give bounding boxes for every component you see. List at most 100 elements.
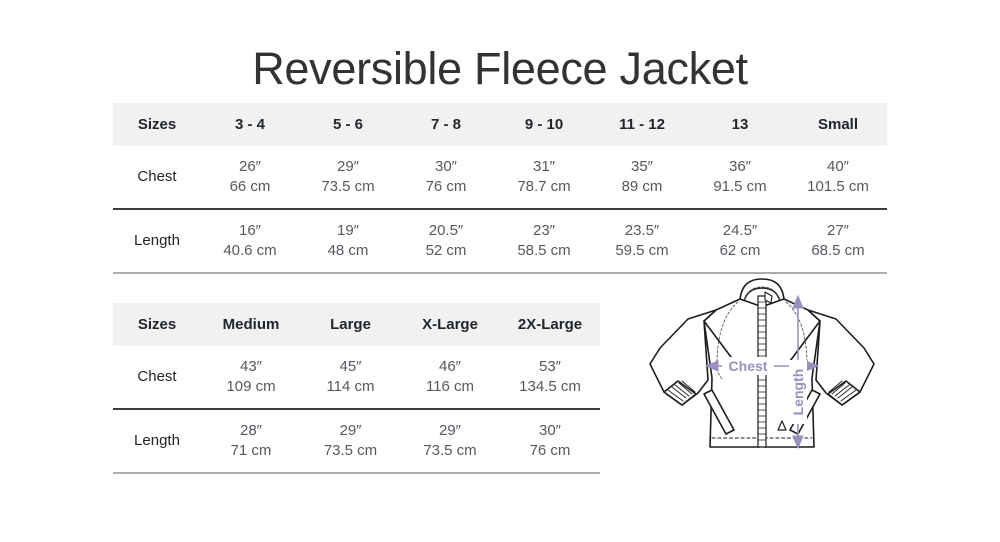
value-cm: 73.5 cm [423, 442, 477, 459]
cell-length-medium: 28″ 71 cm [201, 409, 301, 474]
jacket-left-raglan-stitch [716, 301, 739, 380]
value-inches: 20.5″ [428, 221, 464, 239]
value-inches: 26″ [239, 157, 261, 175]
column-header-size-x-large: X-Large [400, 303, 500, 346]
cell-length-3-4: 16″ 40.6 cm [201, 209, 299, 274]
cell-length-small: 27″ 68.5 cm [789, 209, 887, 274]
value-cm: 134.5 cm [519, 378, 581, 395]
value-inches: 45″ [339, 357, 362, 375]
cell-chest-13: 36″ 91.5 cm [691, 146, 789, 210]
table-row-length: Length 28″ 71 cm 29″ 73.5 cm 29″ 73.5 cm… [113, 409, 600, 474]
jacket-collar-inner-stitch [742, 286, 782, 304]
zipper-pull-tab [764, 291, 773, 304]
column-header-sizes: Sizes [113, 303, 201, 346]
value-inches: 29″ [337, 157, 359, 175]
cell-length-5-6: 19″ 48 cm [299, 209, 397, 274]
value-inches: 30″ [539, 421, 561, 439]
value-inches: 30″ [435, 157, 457, 175]
chest-arrow-head-left [704, 360, 719, 372]
cell-chest-small: 40″ 101.5 cm [789, 146, 887, 210]
value-inches: 46″ [439, 357, 461, 375]
value-cm: 40.6 cm [223, 242, 277, 259]
value-cm: 68.5 cm [811, 242, 865, 259]
zipper-teeth [757, 301, 767, 441]
row-label-length: Length [113, 409, 201, 474]
value-inches: 43″ [240, 357, 262, 375]
row-label-length: Length [113, 209, 201, 274]
size-table-kids-youth: Sizes 3 - 4 5 - 6 7 - 8 9 - 10 11 - 12 1… [113, 103, 887, 274]
value-cm: 52 cm [425, 242, 467, 259]
length-label-text: Length [790, 369, 806, 416]
cell-chest-3-4: 26″ 66 cm [201, 146, 299, 210]
value-cm: 62 cm [719, 242, 761, 259]
value-inches: 29″ [439, 421, 461, 439]
column-header-size-3-4: 3 - 4 [201, 103, 299, 146]
value-inches: 29″ [339, 421, 362, 439]
cell-chest-9-10: 31″ 78.7 cm [495, 146, 593, 210]
table-header-row: Sizes 3 - 4 5 - 6 7 - 8 9 - 10 11 - 12 1… [113, 103, 887, 146]
column-header-size-large: Large [301, 303, 400, 346]
cell-chest-11-12: 35″ 89 cm [593, 146, 691, 210]
cell-chest-x-large: 46″ 116 cm [400, 346, 500, 410]
hem-triangle-marker [777, 420, 787, 431]
value-cm: 73.5 cm [321, 178, 375, 195]
value-inches: 36″ [729, 157, 751, 175]
jacket-right-raglan-seam [789, 320, 821, 362]
value-cm: 109 cm [226, 378, 276, 395]
cell-chest-large: 45″ 114 cm [301, 346, 400, 410]
value-inches: 24.5″ [722, 221, 758, 239]
row-label-chest: Chest [113, 346, 201, 410]
value-inches: 40″ [827, 157, 849, 175]
jacket-left-cuff-ribbing [665, 380, 696, 405]
cell-length-large: 29″ 73.5 cm [301, 409, 400, 474]
page-title: Reversible Fleece Jacket [252, 43, 748, 94]
value-cm: 89 cm [621, 178, 663, 195]
value-cm: 59.5 cm [615, 242, 669, 259]
value-cm: 78.7 cm [517, 178, 571, 195]
jacket-left-raglan-seam [703, 320, 735, 362]
column-header-size-small: Small [789, 103, 887, 146]
length-measure-label: Length [789, 360, 807, 424]
value-cm: 76 cm [425, 178, 467, 195]
chest-label-text: Chest [729, 358, 768, 374]
length-arrow-head-bottom [792, 435, 804, 450]
row-label-chest: Chest [113, 146, 201, 210]
value-inches: 19″ [337, 221, 359, 239]
value-inches: 31″ [533, 157, 555, 175]
value-cm: 66 cm [229, 178, 271, 195]
value-cm: 76 cm [529, 442, 571, 459]
column-header-size-2x-large: 2X-Large [500, 303, 600, 346]
cell-chest-medium: 43″ 109 cm [201, 346, 301, 410]
value-cm: 101.5 cm [807, 178, 869, 195]
value-cm: 48 cm [327, 242, 369, 259]
cell-chest-5-6: 29″ 73.5 cm [299, 146, 397, 210]
table-row-chest: Chest 26″ 66 cm 29″ 73.5 cm 30″ 76 cm 31… [113, 146, 887, 210]
cell-chest-7-8: 30″ 76 cm [397, 146, 495, 210]
column-header-size-13: 13 [691, 103, 789, 146]
cell-length-13: 24.5″ 62 cm [691, 209, 789, 274]
size-table-adult: Sizes Medium Large X-Large 2X-Large Ches… [113, 303, 600, 474]
jacket-diagram: Chest Length [638, 272, 886, 487]
column-header-size-9-10: 9 - 10 [495, 103, 593, 146]
value-cm: 58.5 cm [517, 242, 571, 259]
table-row-length: Length 16″ 40.6 cm 19″ 48 cm 20.5″ 52 cm… [113, 209, 887, 274]
chest-measure-label: Chest [722, 357, 774, 375]
value-cm: 116 cm [425, 378, 475, 395]
value-cm: 114 cm [326, 378, 375, 395]
value-inches: 28″ [240, 421, 262, 439]
cell-length-7-8: 20.5″ 52 cm [397, 209, 495, 274]
column-header-sizes: Sizes [113, 103, 201, 146]
value-inches: 53″ [539, 357, 561, 375]
jacket-right-cuff-ribbing [828, 380, 859, 405]
column-header-size-5-6: 5 - 6 [299, 103, 397, 146]
value-inches: 16″ [239, 221, 261, 239]
value-cm: 73.5 cm [323, 442, 378, 459]
cell-length-9-10: 23″ 58.5 cm [495, 209, 593, 274]
table-header-row: Sizes Medium Large X-Large 2X-Large [113, 303, 600, 346]
column-header-size-medium: Medium [201, 303, 301, 346]
column-header-size-7-8: 7 - 8 [397, 103, 495, 146]
value-inches: 23″ [533, 221, 555, 239]
value-inches: 35″ [631, 157, 653, 175]
cell-length-x-large: 29″ 73.5 cm [400, 409, 500, 474]
cell-length-2x-large: 30″ 76 cm [500, 409, 600, 474]
